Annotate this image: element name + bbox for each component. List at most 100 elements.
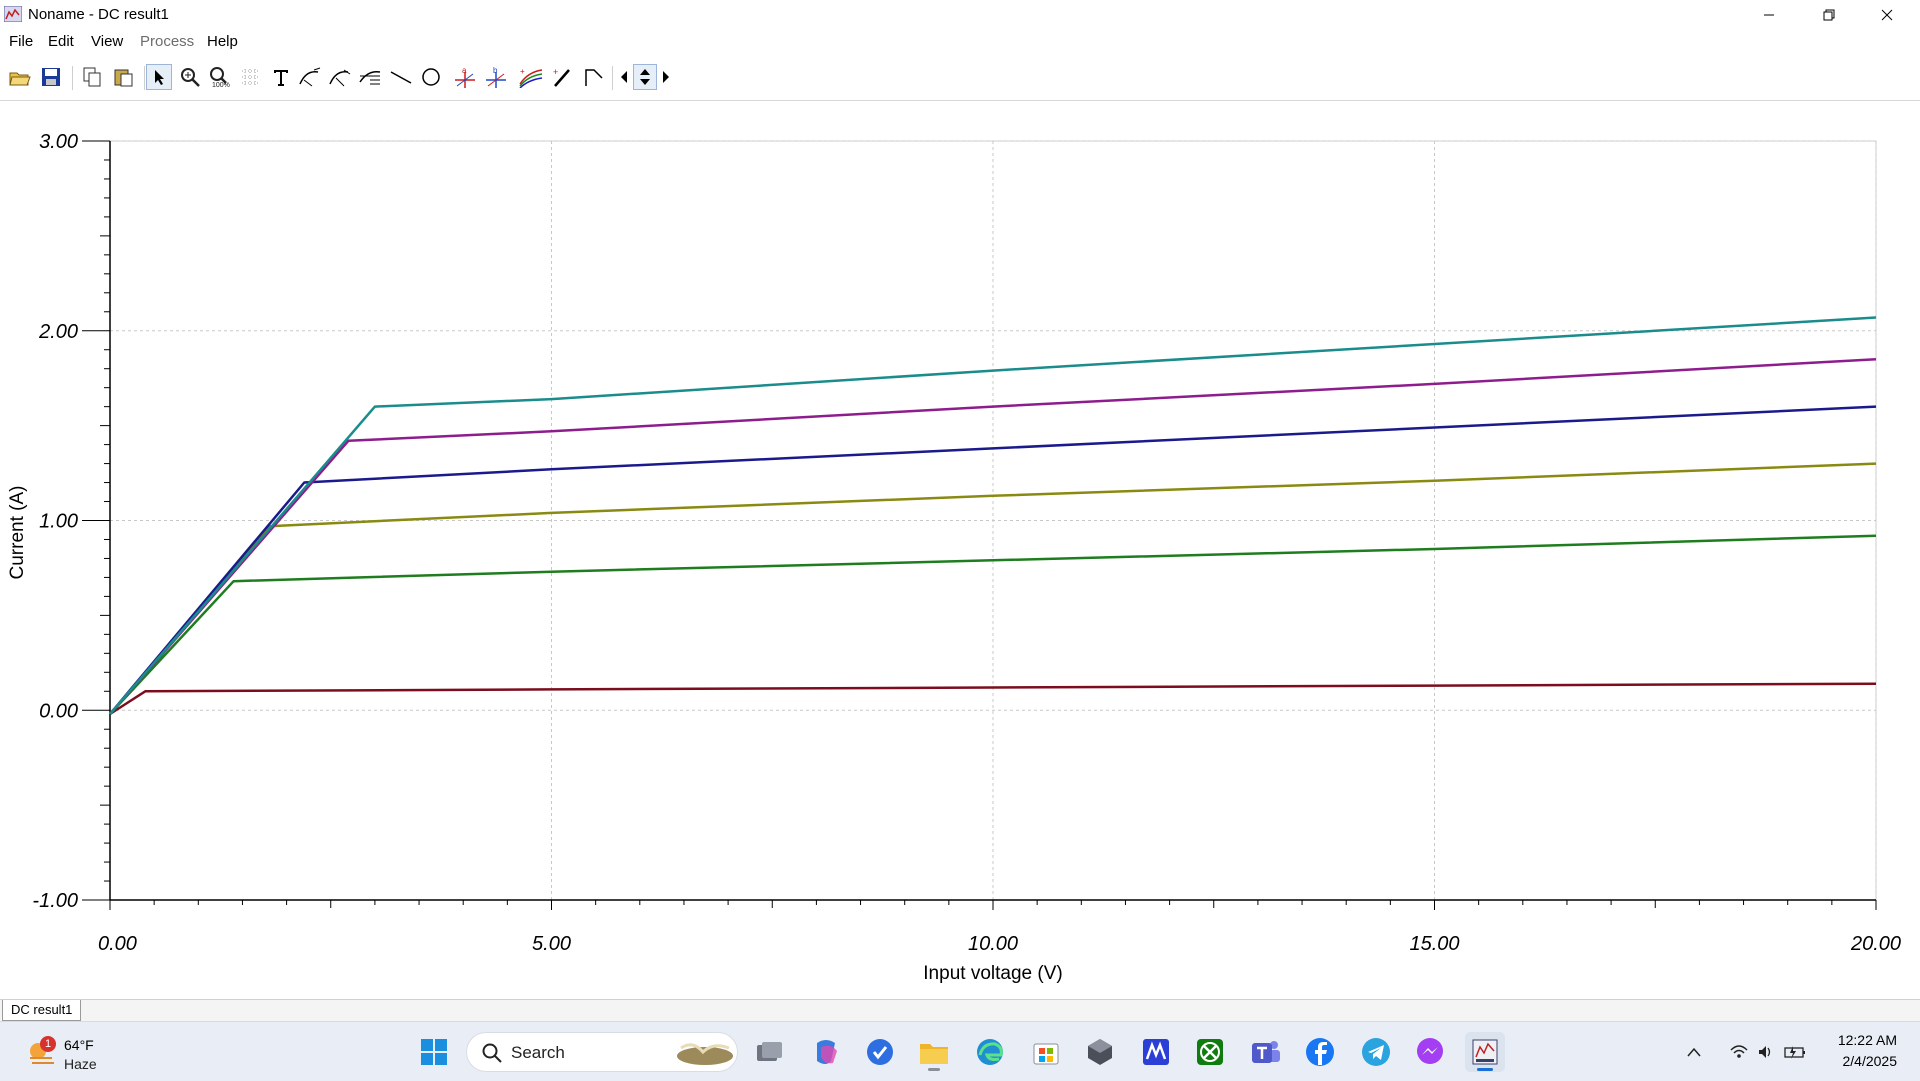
cursor-b-button[interactable]: b bbox=[483, 64, 509, 90]
close-icon bbox=[1881, 9, 1893, 21]
axis-label-icon bbox=[359, 70, 381, 85]
toolbar: 100% a b + + bbox=[0, 56, 1920, 101]
zoom-100-button[interactable]: 100% bbox=[207, 64, 233, 90]
menu-process[interactable]: Process bbox=[140, 33, 195, 50]
zoom-in-button[interactable] bbox=[177, 64, 203, 90]
sheet-tab-dc-result1[interactable]: DC result1 bbox=[2, 1000, 82, 1021]
xbox-button[interactable] bbox=[1190, 1032, 1230, 1072]
x-tick-label: 10.00 bbox=[968, 933, 1018, 955]
x-axis-label: Input voltage (V) bbox=[923, 963, 1062, 984]
simulator-app-icon bbox=[1472, 1039, 1498, 1065]
todo-button[interactable] bbox=[860, 1032, 900, 1072]
taskbar: 1 64°F Haze Search bbox=[0, 1021, 1920, 1081]
curve-label-2-icon bbox=[329, 69, 351, 87]
svg-text:a: a bbox=[462, 66, 467, 75]
series-line-5 bbox=[109, 357, 1877, 715]
y-tick-label: 1.00 bbox=[39, 511, 78, 533]
taskbar-search[interactable]: Search bbox=[466, 1032, 738, 1072]
series-line-2 bbox=[109, 534, 1877, 715]
line-icon bbox=[390, 71, 412, 84]
task-view-button[interactable] bbox=[750, 1032, 790, 1072]
copilot-icon bbox=[817, 1040, 837, 1064]
copy-button[interactable] bbox=[79, 64, 105, 90]
clock-date: 2/4/2025 bbox=[1842, 1053, 1898, 1069]
cursor-a-icon: a bbox=[455, 66, 475, 88]
telegram-button[interactable] bbox=[1356, 1032, 1396, 1072]
nav-right-button[interactable] bbox=[658, 64, 674, 90]
svg-text:100%: 100% bbox=[212, 82, 230, 88]
paste-button[interactable] bbox=[110, 64, 136, 90]
search-icon bbox=[482, 1043, 502, 1063]
pointer-button[interactable] bbox=[146, 64, 172, 90]
svg-text:b: b bbox=[493, 66, 498, 75]
start-button[interactable] bbox=[414, 1032, 454, 1072]
app-cube-button[interactable] bbox=[1080, 1032, 1120, 1072]
m-app-icon bbox=[1143, 1039, 1169, 1065]
telegram-icon bbox=[1362, 1038, 1390, 1066]
tray-overflow-button[interactable] bbox=[1682, 1032, 1706, 1072]
open-button[interactable] bbox=[7, 64, 33, 90]
curve-label-button[interactable] bbox=[297, 64, 323, 90]
step-button[interactable] bbox=[581, 64, 607, 90]
windows-icon bbox=[421, 1039, 447, 1065]
nav-left-button[interactable] bbox=[616, 64, 632, 90]
cursor-a-button[interactable]: a bbox=[452, 64, 478, 90]
plot-area[interactable]: 0.00 5.00 10.00 15.00 20.00 -1.00 0.00 1.00 2.00… bbox=[0, 101, 1920, 999]
clock-time: 12:22 AM bbox=[1837, 1032, 1897, 1048]
curves-button[interactable]: + bbox=[518, 64, 544, 90]
nav-left-icon bbox=[621, 71, 627, 83]
menu-help[interactable]: Help bbox=[207, 33, 238, 50]
app-icon bbox=[4, 6, 22, 22]
copilot-button[interactable] bbox=[806, 1032, 846, 1072]
dc-result-chart[interactable]: 0.00 5.00 10.00 15.00 20.00 -1.00 0.00 1.00 2.00… bbox=[0, 101, 1920, 999]
file-explorer-button[interactable] bbox=[914, 1032, 954, 1072]
zoom-100-icon: 100% bbox=[210, 67, 230, 88]
xbox-icon bbox=[1197, 1039, 1223, 1065]
cube-app-icon bbox=[1088, 1039, 1112, 1065]
battery-icon bbox=[1784, 1046, 1805, 1059]
x-tick-label: 15.00 bbox=[1409, 933, 1459, 955]
cursor-b-icon: b bbox=[486, 66, 506, 88]
grid-icon bbox=[242, 69, 258, 85]
edge-button[interactable] bbox=[970, 1032, 1010, 1072]
separator bbox=[144, 66, 145, 90]
pointer-icon bbox=[155, 70, 164, 85]
weather-badge: 1 bbox=[40, 1036, 56, 1052]
close-button[interactable] bbox=[1858, 0, 1916, 30]
simulator-app-button[interactable] bbox=[1465, 1032, 1505, 1072]
menu-edit[interactable]: Edit bbox=[48, 33, 74, 50]
minimize-button[interactable] bbox=[1740, 0, 1798, 30]
title-bar: Noname - DC result1 bbox=[0, 0, 1920, 30]
messenger-button[interactable] bbox=[1410, 1032, 1450, 1072]
facebook-button[interactable] bbox=[1300, 1032, 1340, 1072]
pen-button[interactable]: + bbox=[550, 64, 576, 90]
app-m-button[interactable] bbox=[1136, 1032, 1176, 1072]
svg-text:+: + bbox=[520, 67, 525, 76]
y-axis-label: Current (A) bbox=[7, 486, 28, 580]
line-button[interactable] bbox=[388, 64, 414, 90]
restore-button[interactable] bbox=[1800, 0, 1858, 30]
teams-icon bbox=[1252, 1041, 1280, 1063]
grid-button[interactable] bbox=[237, 64, 263, 90]
text-button[interactable] bbox=[268, 64, 294, 90]
nav-updown-button[interactable] bbox=[633, 64, 657, 90]
messenger-icon bbox=[1417, 1038, 1443, 1064]
search-placeholder: Search bbox=[511, 1043, 565, 1062]
teams-button[interactable] bbox=[1246, 1032, 1286, 1072]
menu-file[interactable]: File bbox=[9, 33, 34, 50]
store-button[interactable] bbox=[1026, 1032, 1066, 1072]
axis-label-button[interactable] bbox=[357, 64, 383, 90]
weather-widget[interactable]: 1 64°F Haze bbox=[20, 1030, 120, 1074]
menu-view[interactable]: View bbox=[91, 33, 124, 50]
window-title: Noname - DC result1 bbox=[28, 6, 169, 23]
curve-label-icon bbox=[299, 67, 321, 87]
paste-icon bbox=[114, 69, 133, 87]
ellipse-icon bbox=[422, 68, 440, 86]
pen-icon: + bbox=[553, 67, 570, 87]
separator bbox=[72, 66, 73, 90]
quick-settings-button[interactable] bbox=[1726, 1032, 1812, 1072]
curve-label-2-button[interactable] bbox=[327, 64, 353, 90]
save-button[interactable] bbox=[38, 64, 64, 90]
separator bbox=[612, 66, 613, 90]
ellipse-button[interactable] bbox=[418, 64, 444, 90]
